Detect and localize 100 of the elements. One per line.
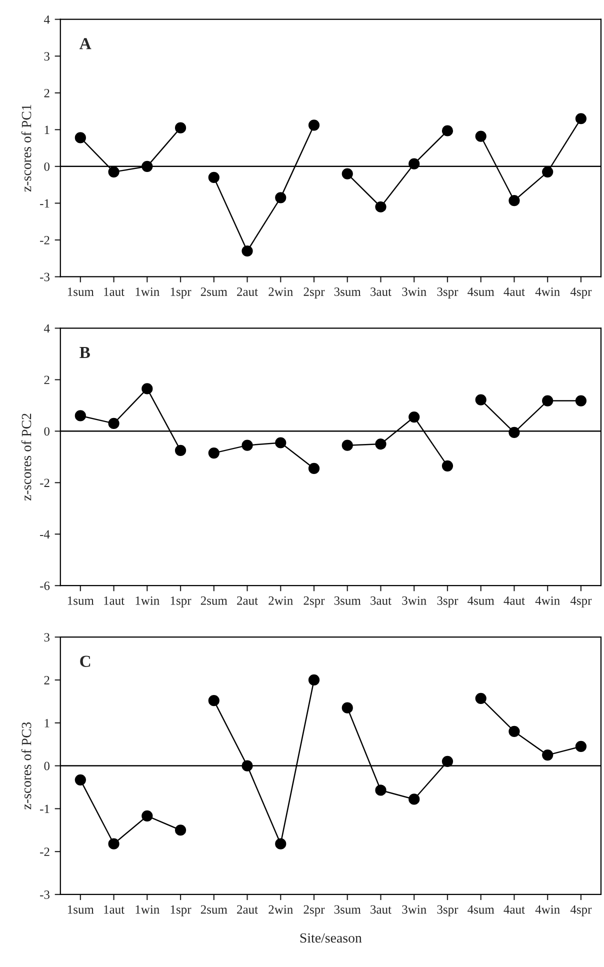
- point: [508, 726, 520, 738]
- x-tick-label: 1aut: [104, 596, 124, 605]
- point: [308, 120, 320, 131]
- x-tick-label: 4win: [535, 596, 560, 605]
- x-tick-label: 2win: [268, 905, 293, 914]
- x-axis-title: Site/season: [300, 933, 362, 943]
- point: [74, 410, 86, 422]
- x-tick-label: 1sum: [68, 288, 94, 296]
- x-tick-label: 3win: [402, 288, 426, 296]
- point: [174, 122, 186, 134]
- x-tick-label: 4spr: [570, 905, 592, 916]
- point: [375, 438, 386, 450]
- x-tick-label: 2sum: [200, 905, 228, 914]
- x-tick-label: 4aut: [504, 905, 525, 914]
- point: [442, 756, 454, 768]
- point: [142, 383, 153, 394]
- y-tick-label: -2: [40, 478, 50, 487]
- x-tick-label: 4sum: [468, 905, 494, 914]
- y-axis-title: z-scores of PC2: [21, 414, 32, 501]
- point: [174, 824, 186, 836]
- x-tick-label: 1spr: [170, 288, 192, 298]
- x-tick-label: 3spr: [437, 288, 458, 298]
- point: [575, 395, 587, 406]
- x-tick-label: 3aut: [370, 905, 392, 914]
- point: [442, 125, 454, 136]
- x-tick-label: 1spr: [170, 905, 192, 916]
- x-tick-label: 2spr: [304, 596, 325, 608]
- point: [575, 740, 587, 752]
- point: [208, 447, 220, 459]
- point: [475, 394, 486, 406]
- y-tick-label: 0: [44, 427, 50, 436]
- x-tick-label: 3sum: [334, 596, 361, 605]
- x-tick-label: 4sum: [468, 288, 494, 296]
- point: [342, 440, 353, 451]
- x-tick-label: 2spr: [304, 905, 325, 916]
- point: [442, 460, 454, 472]
- y-tick-label: 2: [44, 376, 50, 384]
- x-tick-label: 4spr: [570, 596, 592, 608]
- point: [408, 794, 420, 805]
- y-tick-label: 2: [44, 88, 50, 98]
- x-tick-label: 2spr: [304, 288, 325, 298]
- y-tick-label: 2: [44, 676, 50, 684]
- point: [542, 166, 554, 178]
- x-tick-label: 1spr: [170, 596, 192, 608]
- x-tick-label: 2sum: [200, 288, 228, 296]
- point: [108, 838, 120, 850]
- point: [275, 437, 286, 448]
- point: [542, 750, 554, 761]
- x-tick-label: 2aut: [237, 288, 258, 296]
- point: [242, 440, 253, 451]
- annotation: C: [80, 656, 90, 667]
- point: [375, 784, 386, 796]
- y-tick-label: -6: [40, 582, 50, 590]
- x-tick-label: 3spr: [437, 905, 458, 916]
- y-tick-label: -1: [40, 804, 50, 814]
- y-tick-label: 4: [44, 15, 50, 24]
- point: [308, 674, 320, 686]
- x-tick-label: 1win: [136, 905, 160, 914]
- x-tick-label: 4sum: [468, 596, 494, 605]
- x-tick-label: 4win: [535, 905, 560, 914]
- x-tick-label: 1aut: [104, 905, 124, 914]
- point: [475, 130, 486, 142]
- x-tick-label: 3spr: [437, 596, 458, 608]
- point: [142, 810, 153, 822]
- y-axis-title: z-scores of PC1: [21, 104, 32, 192]
- x-tick-label: 1win: [136, 288, 160, 296]
- point: [242, 760, 253, 772]
- point: [375, 201, 386, 212]
- point: [174, 444, 186, 456]
- y-tick-label: 3: [44, 633, 50, 642]
- point: [508, 195, 520, 206]
- x-tick-label: 2aut: [237, 905, 258, 914]
- point: [508, 426, 520, 438]
- x-tick-label: 4win: [535, 288, 560, 296]
- y-tick-label: -4: [40, 530, 50, 538]
- x-tick-label: 1sum: [68, 905, 94, 914]
- x-tick-label: 3win: [402, 596, 426, 605]
- x-tick-label: 1sum: [68, 596, 94, 605]
- point: [208, 172, 220, 184]
- y-tick-label: -3: [40, 890, 50, 899]
- annotation: A: [79, 38, 92, 50]
- point: [575, 113, 587, 124]
- x-tick-label: 3sum: [334, 905, 361, 914]
- point: [275, 838, 286, 850]
- point: [275, 192, 286, 204]
- y-axis-title: z-scores of PC3: [21, 722, 32, 810]
- y-tick-label: 0: [44, 762, 50, 770]
- point: [408, 411, 420, 423]
- point: [208, 695, 220, 706]
- point: [74, 774, 86, 786]
- x-tick-label: 4aut: [504, 596, 525, 605]
- point: [542, 395, 554, 406]
- x-tick-label: 4spr: [570, 288, 592, 298]
- x-tick-label: 2sum: [200, 596, 228, 605]
- point: [142, 160, 153, 172]
- y-tick-label: -2: [40, 848, 50, 856]
- point: [74, 132, 86, 144]
- x-tick-label: 3aut: [370, 288, 392, 296]
- x-tick-label: 3aut: [370, 596, 392, 605]
- point: [242, 245, 253, 257]
